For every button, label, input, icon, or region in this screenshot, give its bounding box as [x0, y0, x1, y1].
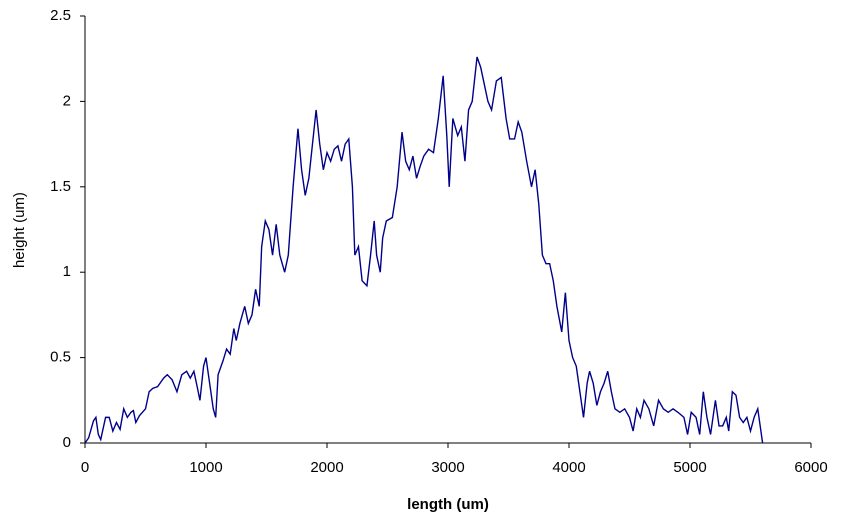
data-line	[84, 56, 764, 444]
y-tick-label: 1	[63, 263, 71, 280]
y-axis-title: height (um)	[11, 192, 28, 268]
y-tick-label: 0	[63, 434, 71, 451]
x-tick-label: 4000	[552, 459, 585, 476]
x-tick-label: 3000	[431, 459, 464, 476]
x-tick-label: 0	[81, 459, 89, 476]
y-tick-label: 2	[63, 92, 71, 109]
y-tick-label: 2.5	[50, 7, 71, 24]
x-tick-label: 1000	[189, 459, 222, 476]
x-tick-label: 5000	[673, 459, 706, 476]
y-tick-label: 0.5	[50, 349, 71, 366]
x-tick-label: 2000	[310, 459, 343, 476]
y-tick-label: 1.5	[50, 178, 71, 195]
x-axis-title: length (um)	[407, 496, 489, 513]
x-tick-label: 6000	[794, 459, 827, 476]
